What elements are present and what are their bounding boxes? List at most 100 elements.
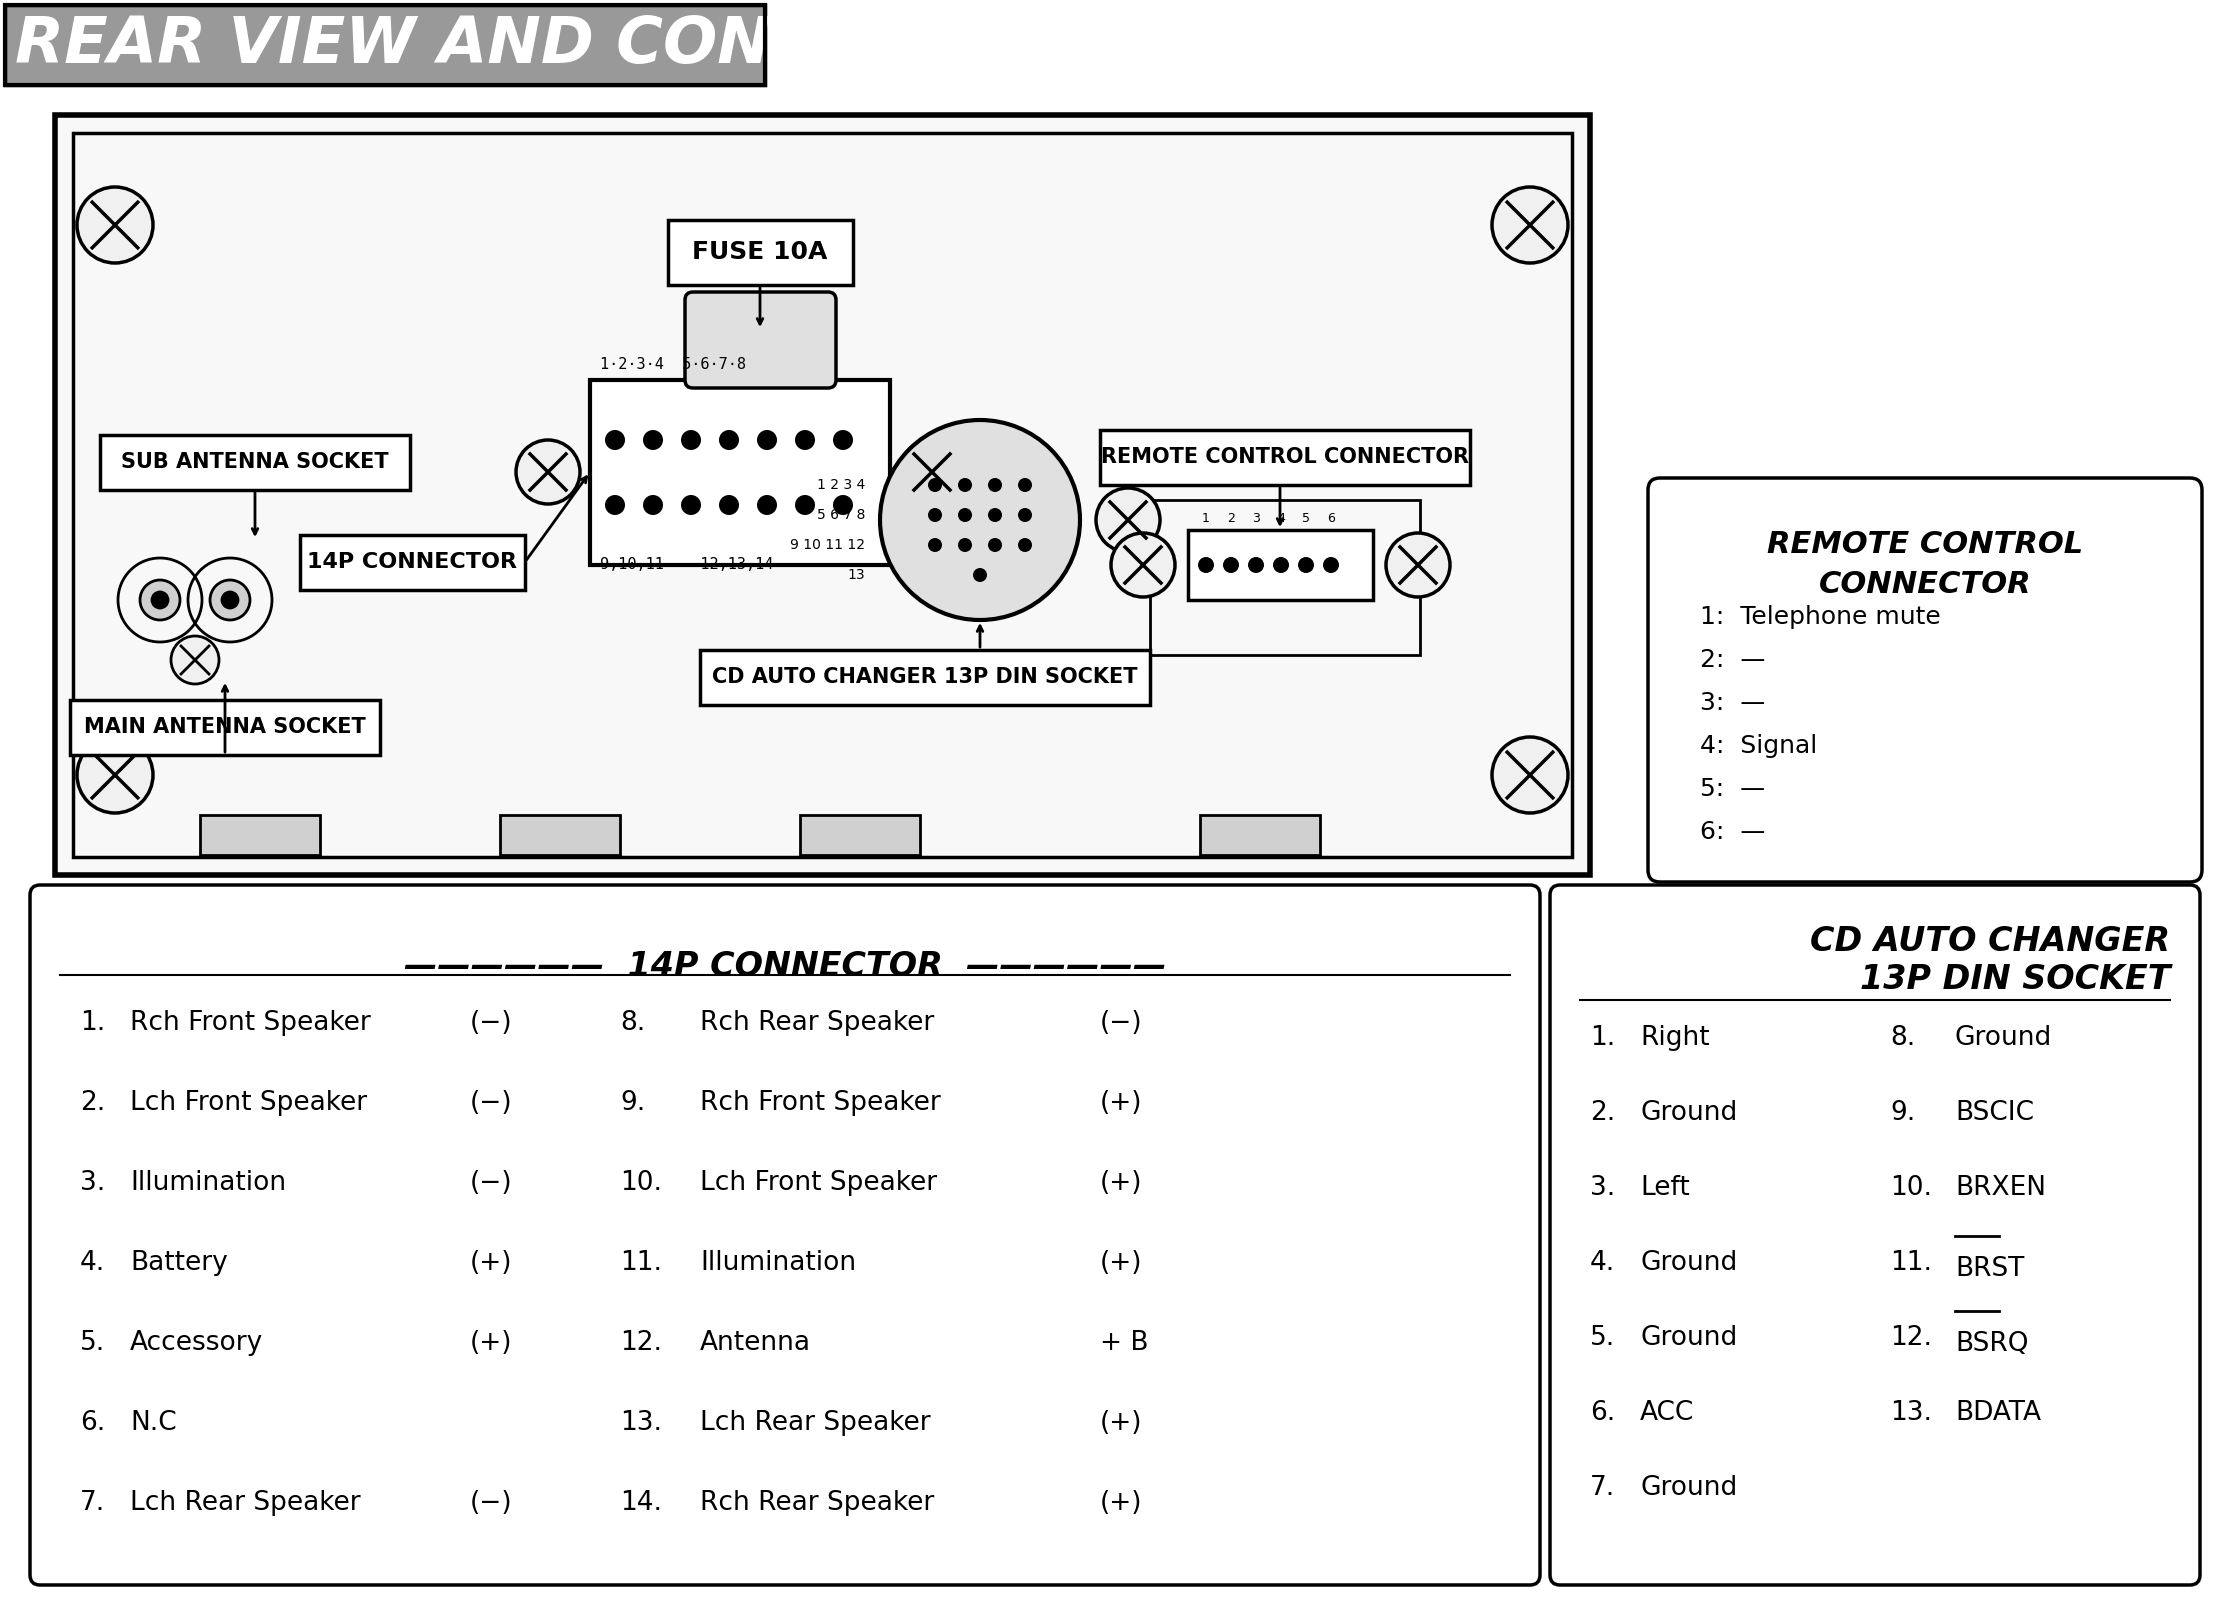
Text: 1.: 1. — [1591, 1025, 1615, 1051]
Text: 9.: 9. — [621, 1090, 645, 1116]
Circle shape — [794, 429, 814, 450]
Text: (−): (−) — [469, 1090, 512, 1116]
Text: REMOTE CONTROL CONNECTOR: REMOTE CONTROL CONNECTOR — [1101, 447, 1468, 467]
Text: 4.: 4. — [1591, 1251, 1615, 1277]
Circle shape — [959, 509, 972, 522]
Circle shape — [756, 429, 777, 450]
Text: 5: 5 — [1302, 512, 1311, 525]
Text: 5.: 5. — [80, 1330, 105, 1356]
Text: BRXEN: BRXEN — [1956, 1174, 2047, 1200]
Text: 1:  Telephone mute: 1: Telephone mute — [1700, 604, 1940, 629]
Text: 14P CONNECTOR: 14P CONNECTOR — [307, 552, 516, 572]
Text: 4: 4 — [1277, 512, 1286, 525]
Circle shape — [1019, 538, 1032, 552]
Text: (+): (+) — [469, 1330, 512, 1356]
Circle shape — [1297, 557, 1315, 573]
FancyBboxPatch shape — [590, 381, 890, 565]
Circle shape — [516, 441, 581, 504]
Circle shape — [899, 441, 963, 504]
Circle shape — [209, 580, 249, 620]
Text: BDATA: BDATA — [1956, 1400, 2040, 1426]
Text: 2: 2 — [1226, 512, 1235, 525]
Circle shape — [959, 478, 972, 492]
FancyBboxPatch shape — [1188, 530, 1373, 599]
Text: 5.: 5. — [1591, 1325, 1615, 1351]
Text: Lch Front Speaker: Lch Front Speaker — [129, 1090, 367, 1116]
Text: 5 6 7 8: 5 6 7 8 — [817, 509, 866, 522]
Text: CD AUTO CHANGER 13P DIN SOCKET: CD AUTO CHANGER 13P DIN SOCKET — [712, 667, 1137, 687]
Text: 12.: 12. — [621, 1330, 663, 1356]
Text: 4.: 4. — [80, 1251, 105, 1277]
Circle shape — [1493, 186, 1569, 262]
Circle shape — [605, 496, 625, 515]
Text: (+): (+) — [469, 1251, 512, 1277]
Text: (+): (+) — [1099, 1251, 1141, 1277]
Circle shape — [832, 429, 852, 450]
Text: Accessory: Accessory — [129, 1330, 263, 1356]
Text: Ground: Ground — [1640, 1325, 1738, 1351]
Circle shape — [719, 429, 739, 450]
Text: 6:  —: 6: — — [1700, 820, 1764, 844]
FancyBboxPatch shape — [300, 535, 525, 590]
Text: ——————  14P CONNECTOR  ——————: —————— 14P CONNECTOR —————— — [403, 949, 1166, 983]
Circle shape — [1386, 533, 1451, 598]
Text: 9 10 11 12: 9 10 11 12 — [790, 538, 866, 552]
FancyBboxPatch shape — [200, 815, 320, 855]
FancyBboxPatch shape — [29, 885, 1540, 1584]
Text: ACC: ACC — [1640, 1400, 1693, 1426]
Text: Battery: Battery — [129, 1251, 227, 1277]
Text: BSRQ: BSRQ — [1956, 1332, 2029, 1358]
Circle shape — [171, 637, 218, 684]
Text: REAR VIEW AND CONNECTORS: REAR VIEW AND CONNECTORS — [16, 15, 1108, 76]
Text: Ground: Ground — [1956, 1025, 2051, 1051]
Circle shape — [643, 496, 663, 515]
FancyBboxPatch shape — [1649, 478, 2203, 881]
Text: Rch Rear Speaker: Rch Rear Speaker — [701, 1009, 934, 1037]
Circle shape — [719, 496, 739, 515]
Text: Lch Front Speaker: Lch Front Speaker — [701, 1170, 937, 1196]
Text: 8.: 8. — [621, 1009, 645, 1037]
Circle shape — [681, 496, 701, 515]
Text: 11.: 11. — [1889, 1251, 1931, 1277]
Circle shape — [1197, 557, 1215, 573]
Text: (−): (−) — [1099, 1009, 1144, 1037]
Circle shape — [78, 186, 154, 262]
Text: 3.: 3. — [80, 1170, 105, 1196]
Text: 13: 13 — [848, 569, 866, 582]
Text: 1 2 3 4: 1 2 3 4 — [817, 478, 866, 492]
FancyBboxPatch shape — [801, 815, 919, 855]
Text: 1: 1 — [1202, 512, 1210, 525]
Text: SUB ANTENNA SOCKET: SUB ANTENNA SOCKET — [120, 452, 389, 471]
Circle shape — [222, 591, 238, 608]
Text: 13.: 13. — [1889, 1400, 1931, 1426]
Text: 9.: 9. — [1889, 1100, 1916, 1126]
Circle shape — [972, 569, 988, 582]
Text: 12.: 12. — [1889, 1325, 1931, 1351]
Circle shape — [928, 478, 941, 492]
Circle shape — [988, 478, 1001, 492]
Text: 2:  —: 2: — — [1700, 648, 1764, 672]
Text: (+): (+) — [1099, 1170, 1141, 1196]
Circle shape — [959, 538, 972, 552]
FancyBboxPatch shape — [1099, 429, 1471, 484]
Text: + B: + B — [1099, 1330, 1148, 1356]
Text: 1·2·3·4  5·6·7·8: 1·2·3·4 5·6·7·8 — [601, 356, 745, 373]
Circle shape — [1493, 737, 1569, 813]
FancyBboxPatch shape — [4, 5, 765, 84]
Circle shape — [681, 429, 701, 450]
Text: Left: Left — [1640, 1174, 1689, 1200]
FancyBboxPatch shape — [701, 650, 1150, 705]
FancyBboxPatch shape — [501, 815, 621, 855]
Circle shape — [756, 496, 777, 515]
FancyBboxPatch shape — [100, 436, 409, 489]
Circle shape — [988, 509, 1001, 522]
Text: Rch Front Speaker: Rch Front Speaker — [701, 1090, 941, 1116]
Text: Illumination: Illumination — [129, 1170, 287, 1196]
Text: Illumination: Illumination — [701, 1251, 857, 1277]
Circle shape — [1248, 557, 1264, 573]
Text: 10.: 10. — [621, 1170, 663, 1196]
Circle shape — [794, 496, 814, 515]
Text: 14.: 14. — [621, 1490, 663, 1516]
Text: 6.: 6. — [1591, 1400, 1615, 1426]
Circle shape — [928, 538, 941, 552]
